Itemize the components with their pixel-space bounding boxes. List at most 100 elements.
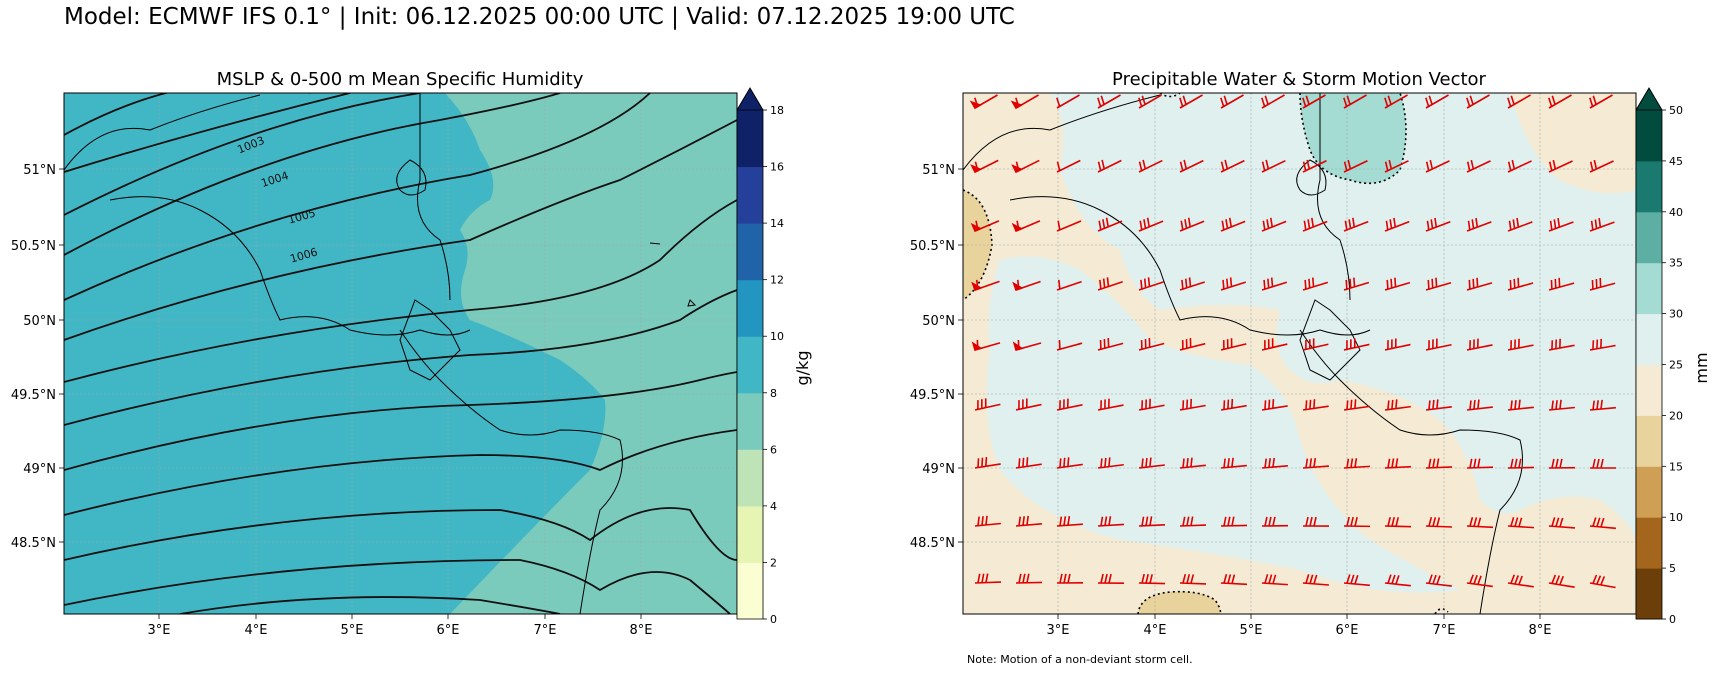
wind-barb — [1138, 277, 1164, 291]
wind-barb — [1056, 339, 1083, 351]
wind-barb — [1097, 94, 1121, 109]
right-colorbar-label: mm — [1692, 352, 1711, 383]
wind-barb — [1138, 338, 1165, 351]
right-colorbar-segment — [1636, 262, 1662, 315]
wind-barb — [1343, 277, 1370, 291]
wind-barb — [1138, 457, 1165, 469]
left-colorbar-tick-label: 2 — [770, 556, 777, 569]
wind-barb — [1466, 458, 1494, 469]
wind-barb — [1466, 94, 1490, 109]
left-lon-tick-label: 8°E — [630, 623, 653, 638]
wind-barb — [1097, 337, 1124, 351]
left-colorbar-outline — [736, 87, 764, 620]
wind-barb — [1425, 516, 1453, 528]
wind-barb — [1507, 217, 1533, 232]
storm-motion-barbs — [969, 94, 1616, 589]
right-colorbar-tick-label: 10 — [1669, 511, 1683, 524]
figure-title: Model: ECMWF IFS 0.1° | Init: 06.12.2025… — [64, 4, 1015, 30]
wind-barb — [1097, 457, 1124, 469]
wind-barb — [1343, 458, 1370, 469]
wind-barb — [970, 159, 999, 174]
right-lat-tick-label: 48.5°N — [910, 536, 955, 551]
wind-barb — [1097, 516, 1125, 527]
right-colorbar-tick-label: 40 — [1669, 206, 1683, 219]
left-lon-tick-label: 4°E — [245, 623, 268, 638]
wind-barb — [974, 515, 1001, 527]
wind-barb — [1589, 574, 1616, 589]
left-lon-tick-label: 5°E — [341, 623, 364, 638]
left-colorbar-segment — [737, 336, 763, 394]
wind-barb — [1548, 517, 1575, 529]
wind-barb — [1056, 220, 1082, 232]
wind-barb — [1548, 399, 1575, 411]
wind-barb — [1015, 573, 1043, 584]
left-lon-tick-label: 6°E — [437, 623, 460, 638]
right-lat-tick-label: 51°N — [922, 163, 955, 178]
right-colorbar-tick-label: 20 — [1669, 409, 1683, 422]
pw-field-15-20-west — [963, 190, 992, 300]
wind-barb — [1220, 217, 1246, 232]
wind-barb — [1138, 94, 1162, 109]
right-colorbar-segment — [1636, 313, 1662, 365]
wind-barb — [1548, 159, 1573, 173]
left-colorbar-tick-label: 4 — [770, 500, 777, 513]
pw-field-30-35 — [1300, 93, 1406, 184]
wind-barb — [1220, 94, 1244, 109]
wind-barb — [1384, 516, 1412, 528]
left-lat-tick-label: 51°N — [23, 163, 56, 178]
right-lon-tick-label: 7°E — [1433, 623, 1456, 638]
right-borders — [963, 93, 1523, 614]
wind-barb — [1507, 574, 1534, 588]
wind-barb — [1466, 338, 1493, 351]
right-colorbar-tick-label: 35 — [1669, 257, 1683, 270]
wind-barb — [1589, 277, 1616, 291]
right-colorbar: 0 5 10 15 20 25 30 35 40 45 50 — [1635, 87, 1683, 626]
wind-barb — [1507, 399, 1534, 411]
wind-barb — [1507, 517, 1534, 529]
left-borders — [64, 93, 697, 614]
wind-barb — [1507, 94, 1531, 109]
wind-barb — [1179, 277, 1205, 291]
right-colorbar-tick-label: 25 — [1669, 359, 1683, 372]
wind-barb — [1343, 574, 1370, 587]
right-colorbar-tick-label: 5 — [1669, 562, 1676, 575]
right-gridlines — [963, 93, 1636, 614]
left-colorbar-segment — [737, 449, 763, 507]
wind-barb — [1179, 338, 1206, 351]
wind-barb — [1466, 217, 1492, 232]
left-colorbar-tick-label: 10 — [770, 330, 784, 343]
wind-barb — [1548, 458, 1576, 469]
wind-barb — [1466, 159, 1491, 173]
wind-barb — [1261, 159, 1286, 173]
left-isobars — [64, 93, 737, 614]
left-colorbar-segment — [737, 166, 763, 224]
left-colorbar-segment — [737, 505, 763, 563]
wind-barb — [1589, 338, 1616, 351]
right-map — [963, 93, 1636, 614]
wind-barb — [1302, 516, 1330, 527]
wind-barb — [1261, 94, 1285, 109]
wind-barb — [1425, 399, 1452, 411]
wind-barb — [1138, 217, 1164, 232]
wind-barb — [1384, 399, 1411, 411]
wind-barb — [1507, 338, 1534, 351]
pw-field-15-20-south — [1138, 591, 1221, 614]
wind-barb — [1302, 94, 1326, 109]
right-colorbar-segment — [1636, 415, 1662, 467]
wind-barb — [1220, 457, 1247, 469]
wind-barb — [1056, 573, 1084, 584]
wind-barb — [1179, 573, 1207, 585]
left-map: 1003 1004 1005 1006 — [64, 93, 737, 614]
left-lat-tick-label: 50.5°N — [11, 239, 56, 254]
wind-barb — [1384, 338, 1411, 351]
wind-barb — [1302, 399, 1329, 411]
wind-barb — [1507, 277, 1534, 291]
wind-barb — [1261, 516, 1289, 527]
right-colorbar-tick-label: 15 — [1669, 460, 1683, 473]
wind-barb — [1261, 574, 1288, 586]
storm-note: Note: Motion of a non-deviant storm cell… — [967, 653, 1193, 666]
wind-barb — [1548, 94, 1572, 109]
right-colorbar-segment — [1636, 568, 1662, 620]
left-lon-tick-label: 7°E — [534, 623, 557, 638]
